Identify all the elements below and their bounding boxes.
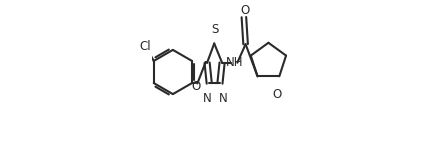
Text: N: N [219,92,227,105]
Text: N: N [203,92,211,105]
Text: O: O [191,80,200,93]
Text: O: O [240,4,249,17]
Text: S: S [211,23,218,36]
Text: NH: NH [225,56,243,69]
Text: O: O [273,88,282,101]
Text: Cl: Cl [139,40,151,53]
